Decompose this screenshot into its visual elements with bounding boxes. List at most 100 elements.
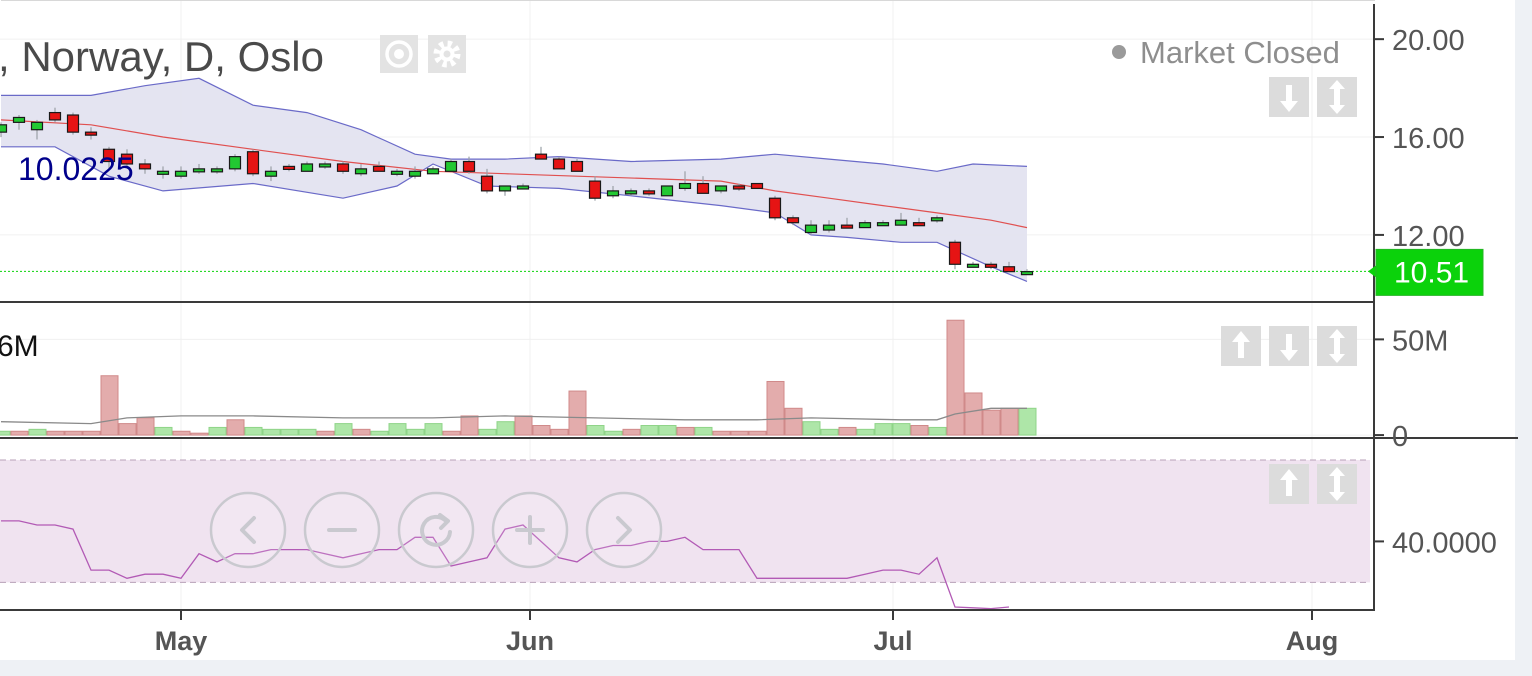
eye-icon[interactable] <box>380 35 418 73</box>
volume-bar[interactable] <box>496 421 515 436</box>
candlestick[interactable] <box>30 119 44 140</box>
move-volume-pane-down-icon[interactable] <box>1269 326 1309 366</box>
candlestick[interactable] <box>462 156 476 174</box>
candlestick[interactable] <box>138 159 152 174</box>
candlestick[interactable] <box>858 220 872 229</box>
volume-bar[interactable] <box>478 428 497 436</box>
volume-bar[interactable] <box>10 430 29 436</box>
volume-bar[interactable] <box>0 430 11 436</box>
candlestick[interactable] <box>678 171 692 191</box>
volume-bar[interactable] <box>712 430 731 436</box>
volume-bar[interactable] <box>550 428 569 436</box>
candlestick[interactable] <box>12 115 26 130</box>
candlestick[interactable] <box>318 161 332 169</box>
candlestick[interactable] <box>480 168 494 194</box>
candlestick[interactable] <box>984 261 998 270</box>
volume-bar[interactable] <box>532 425 551 436</box>
gear-icon[interactable] <box>428 35 466 73</box>
volume-bar[interactable] <box>118 423 137 436</box>
volume-bar[interactable] <box>46 430 65 436</box>
volume-bar[interactable] <box>172 430 191 436</box>
volume-bar[interactable] <box>784 407 803 436</box>
volume-bar[interactable] <box>280 428 299 436</box>
candlestick[interactable] <box>408 166 422 179</box>
volume-bar[interactable] <box>910 425 929 436</box>
candlestick[interactable] <box>642 188 656 196</box>
volume-bar[interactable] <box>136 417 155 436</box>
volume-bar[interactable] <box>334 423 353 436</box>
candlestick[interactable] <box>696 176 710 194</box>
candlestick[interactable] <box>372 161 386 172</box>
candlestick[interactable] <box>876 220 890 227</box>
candlestick[interactable] <box>624 188 638 196</box>
candlestick[interactable] <box>768 195 782 221</box>
volume-bar[interactable] <box>766 380 785 436</box>
candlestick[interactable] <box>606 185 620 199</box>
candlestick[interactable] <box>804 220 818 235</box>
candlestick[interactable] <box>444 159 458 172</box>
volume-bar[interactable] <box>298 428 317 436</box>
candlestick[interactable] <box>354 163 368 177</box>
volume-bar[interactable] <box>460 415 479 436</box>
volume-bar[interactable] <box>838 426 857 436</box>
candlestick[interactable] <box>498 185 512 196</box>
candlestick[interactable] <box>1020 269 1034 276</box>
candlestick[interactable] <box>264 166 278 182</box>
volume-bar[interactable] <box>1018 407 1037 436</box>
volume-bar[interactable] <box>262 428 281 436</box>
volume-bar[interactable] <box>604 430 623 436</box>
resize-pane-icon[interactable] <box>1317 77 1357 117</box>
volume-bar[interactable] <box>154 426 173 436</box>
candlestick[interactable] <box>228 154 242 172</box>
volume-bar[interactable] <box>406 428 425 436</box>
volume-bar[interactable] <box>622 428 641 436</box>
candlestick[interactable] <box>66 112 80 135</box>
candlestick[interactable] <box>1002 261 1016 273</box>
volume-bar[interactable] <box>244 426 263 436</box>
candlestick[interactable] <box>102 146 116 169</box>
candlestick[interactable] <box>894 212 908 226</box>
volume-bar[interactable] <box>100 375 119 436</box>
candlestick[interactable] <box>300 161 314 172</box>
scroll-right-button[interactable] <box>585 491 663 569</box>
volume-bar[interactable] <box>964 392 983 436</box>
candlestick[interactable] <box>732 183 746 191</box>
candlestick[interactable] <box>84 127 98 140</box>
scroll-left-button[interactable] <box>209 491 287 569</box>
candlestick[interactable] <box>534 146 548 160</box>
volume-bar[interactable] <box>658 425 677 436</box>
candlestick[interactable] <box>660 185 674 197</box>
volume-bar[interactable] <box>226 419 245 436</box>
volume-bar[interactable] <box>928 426 947 436</box>
candlestick[interactable] <box>192 163 206 174</box>
volume-bar[interactable] <box>352 428 371 436</box>
candlestick[interactable] <box>120 149 134 167</box>
volume-bar[interactable] <box>424 423 443 436</box>
candlestick[interactable] <box>282 163 296 172</box>
volume-bar[interactable] <box>676 426 695 436</box>
candlestick[interactable] <box>948 239 962 270</box>
volume-bar[interactable] <box>316 430 335 436</box>
volume-bar[interactable] <box>208 426 227 436</box>
reset-zoom-button[interactable] <box>397 491 475 569</box>
volume-bar[interactable] <box>748 430 767 436</box>
volume-bar[interactable] <box>568 390 587 436</box>
candlestick[interactable] <box>426 166 440 175</box>
move-volume-pane-up-icon[interactable] <box>1221 326 1261 366</box>
candlestick[interactable] <box>750 182 764 190</box>
move-oscillator-pane-up-icon[interactable] <box>1269 464 1309 504</box>
volume-bar[interactable] <box>802 421 821 436</box>
price-pane[interactable] <box>0 77 1374 282</box>
volume-bar[interactable] <box>370 430 389 436</box>
volume-bar[interactable] <box>514 415 533 436</box>
candlestick[interactable] <box>174 166 188 179</box>
candlestick[interactable] <box>588 176 602 201</box>
candlestick[interactable] <box>210 166 224 174</box>
volume-bar[interactable] <box>946 319 965 436</box>
candlestick[interactable] <box>570 159 584 172</box>
candlestick[interactable] <box>786 215 800 226</box>
candlestick[interactable] <box>840 217 854 229</box>
zoom-out-button[interactable] <box>303 491 381 569</box>
volume-bar[interactable] <box>28 428 47 436</box>
